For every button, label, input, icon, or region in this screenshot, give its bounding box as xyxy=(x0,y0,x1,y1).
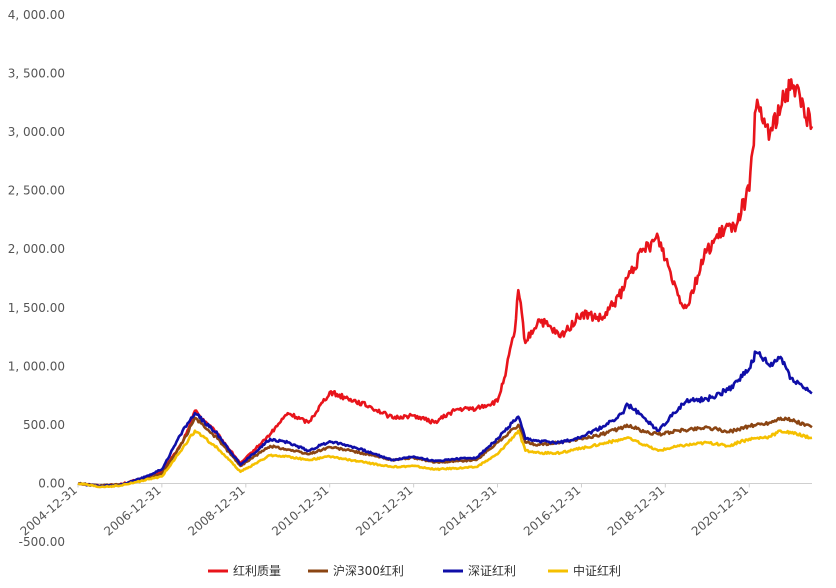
y-tick-label: 500.00 xyxy=(23,418,65,432)
x-tick-label: 2004-12-31 xyxy=(17,483,79,539)
x-tick-label: 2014-12-31 xyxy=(437,483,499,539)
x-tick-label: 2006-12-31 xyxy=(101,483,163,539)
x-tick-label: 2016-12-31 xyxy=(521,483,583,539)
y-tick-label: 2, 500.00 xyxy=(8,184,65,198)
series-lines xyxy=(77,78,814,489)
legend-label: 中证红利 xyxy=(573,563,621,578)
y-tick-label: 1, 000.00 xyxy=(8,359,65,373)
legend: 红利质量 沪深300红利 深证红利 中证红利 xyxy=(208,563,621,578)
y-tick-label: -500.00 xyxy=(19,535,65,549)
y-axis-tick-labels: -500.00 0.00 500.00 1, 000.00 1, 500.00 2, 00… xyxy=(8,8,65,549)
series-line-2 xyxy=(77,416,813,488)
legend-label: 深证红利 xyxy=(468,563,516,578)
y-tick-label: 1, 500.00 xyxy=(8,301,65,315)
x-tick-label: 2010-12-31 xyxy=(269,483,331,539)
legend-label: 沪深300红利 xyxy=(333,563,404,578)
series-line-4 xyxy=(77,429,813,489)
x-tick-label: 2012-12-31 xyxy=(353,483,415,539)
x-tick-label: 2018-12-31 xyxy=(605,483,667,539)
y-tick-label: 2, 000.00 xyxy=(8,242,65,256)
x-tick-label: 2020-12-31 xyxy=(689,483,751,539)
y-tick-label: 3, 000.00 xyxy=(8,125,65,139)
y-tick-label: 0.00 xyxy=(38,476,65,490)
legend-label: 红利质量 xyxy=(233,563,281,578)
x-tick-label: 2008-12-31 xyxy=(185,483,247,539)
series-line-3 xyxy=(77,350,813,488)
x-axis-tick-labels: 2004-12-31 2006-12-31 2008-12-31 2010-12-31… xyxy=(17,483,751,539)
y-tick-label: 4, 000.00 xyxy=(8,8,65,22)
y-tick-label: 3, 500.00 xyxy=(8,67,65,81)
